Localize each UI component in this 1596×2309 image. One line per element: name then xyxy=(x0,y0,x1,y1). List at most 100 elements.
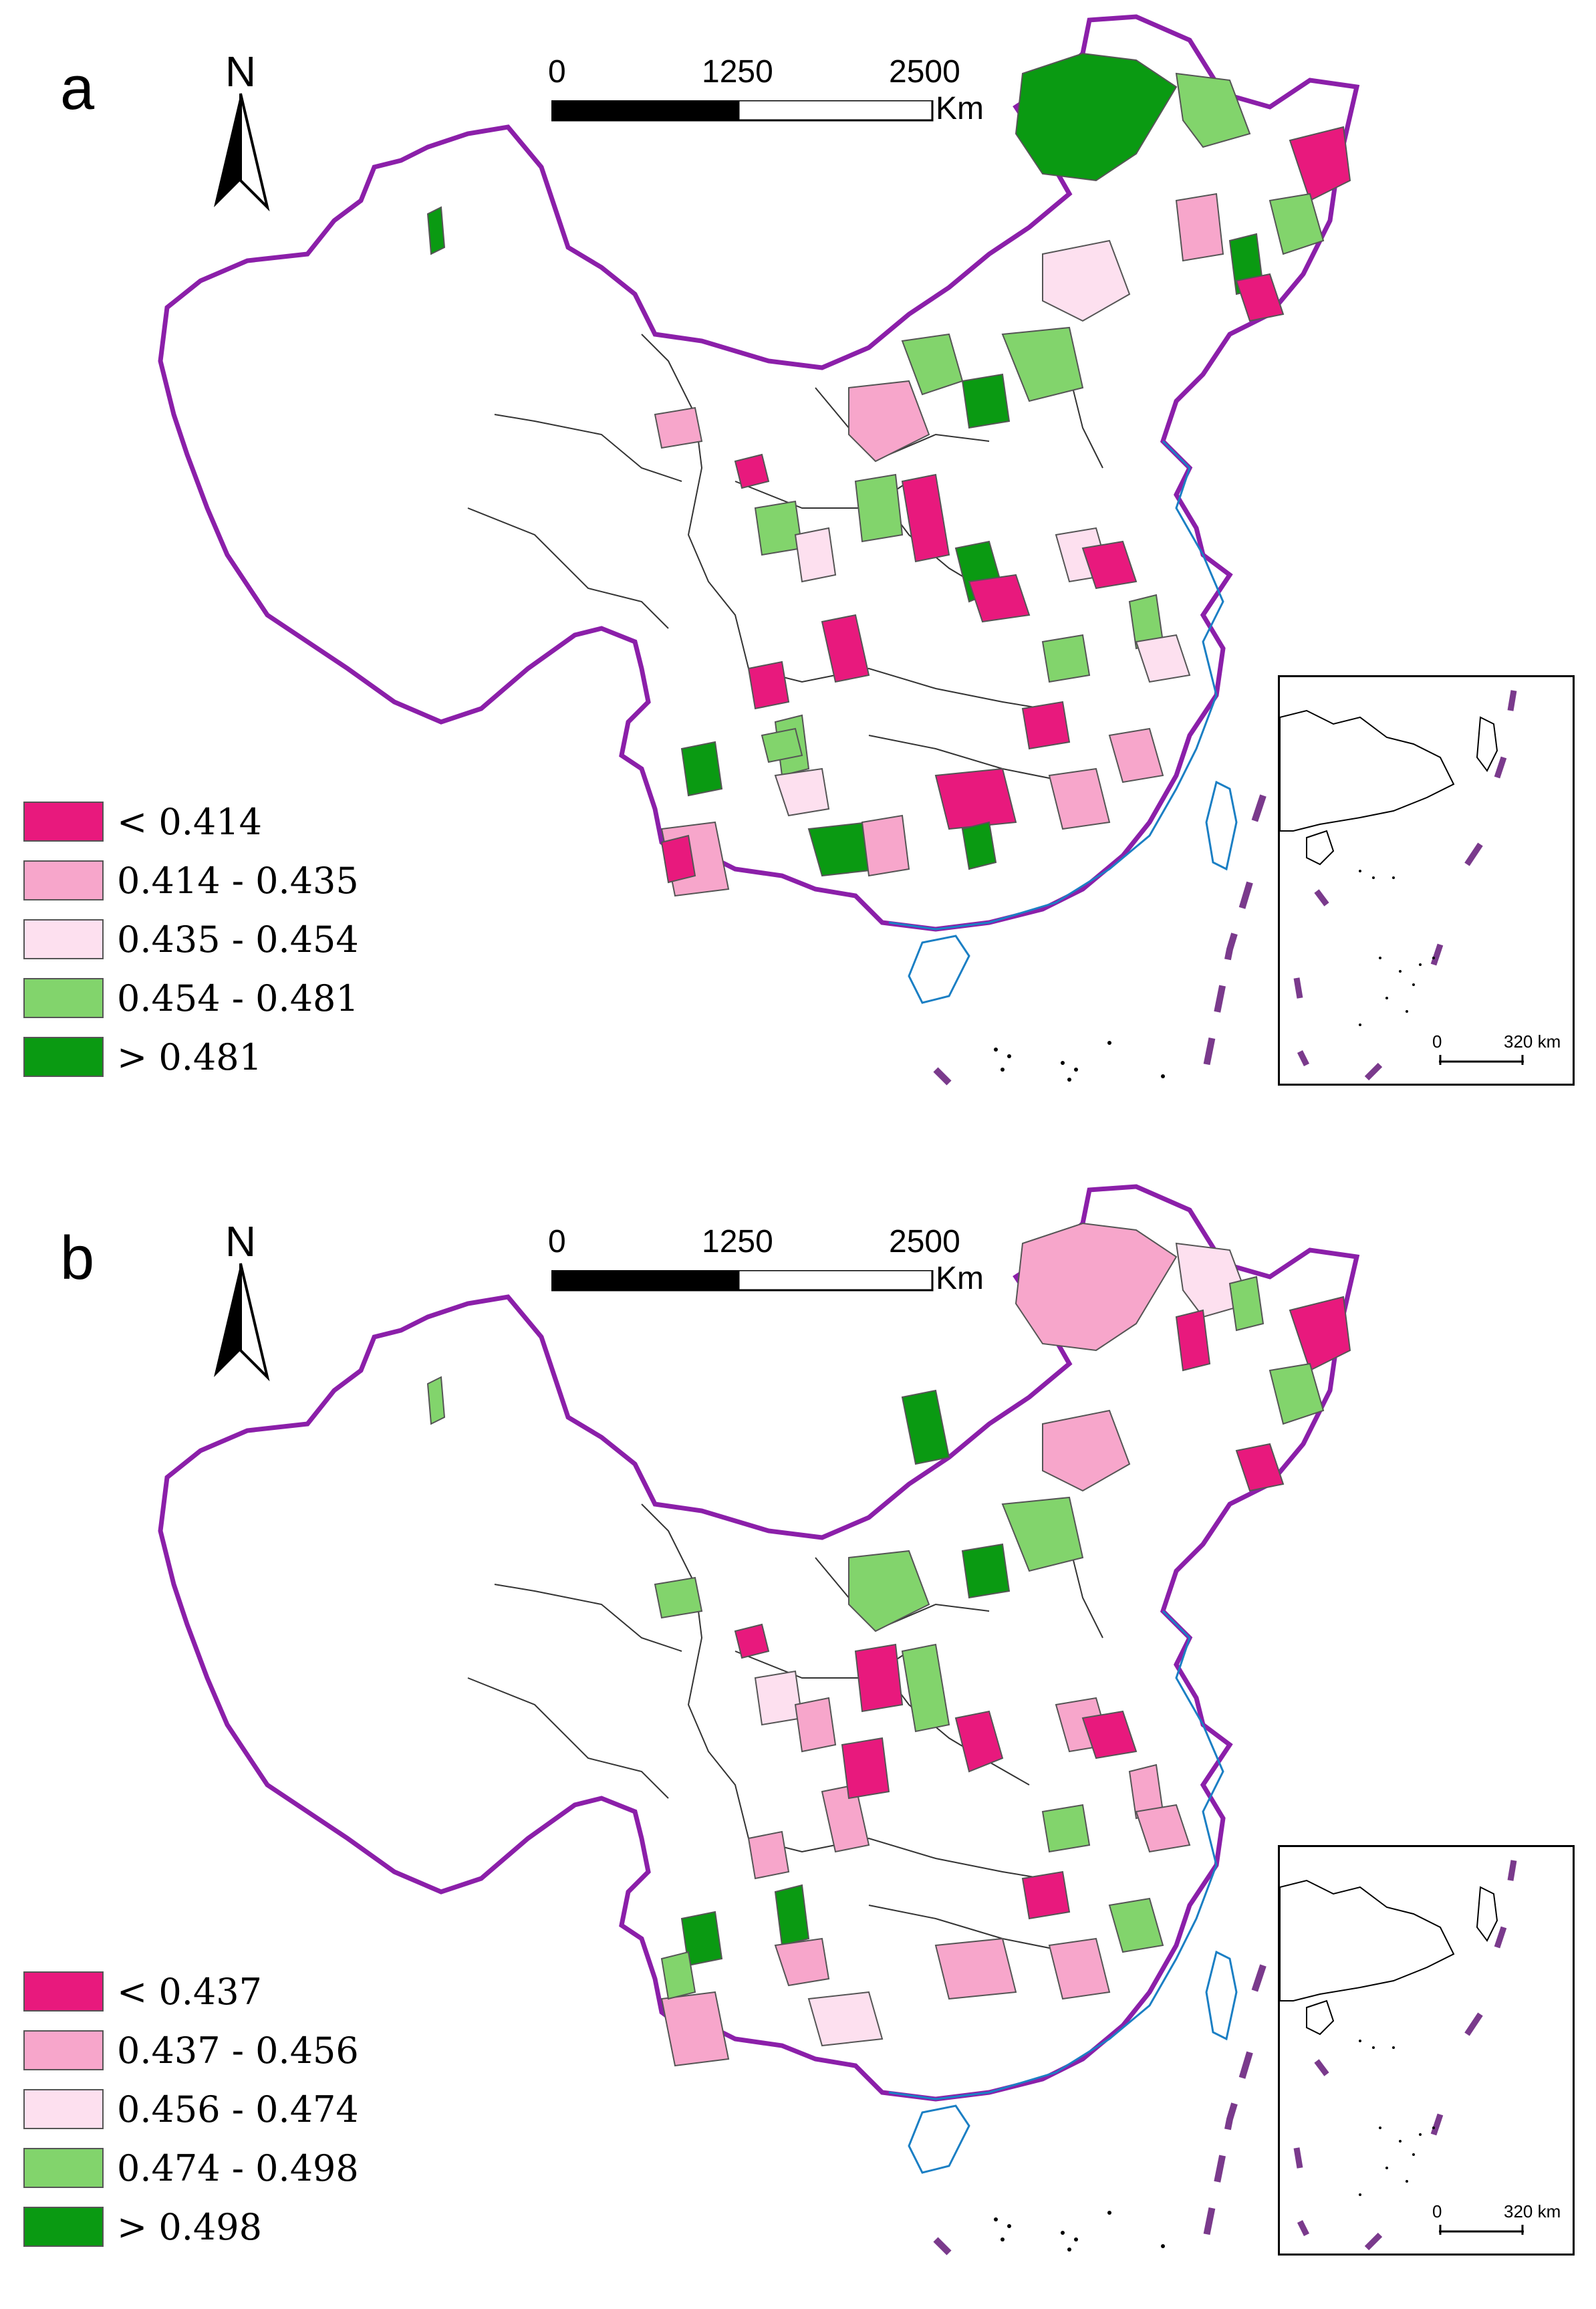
region xyxy=(821,614,870,683)
region xyxy=(747,1830,790,1880)
legend-label: > 0.498 xyxy=(117,2206,263,2248)
scale-tick-0: 0 xyxy=(548,1224,566,1259)
legend-label: 0.437 - 0.456 xyxy=(117,2030,359,2072)
region xyxy=(754,1670,803,1726)
inset-scale-tick-1: 320 km xyxy=(1504,2201,1561,2221)
region xyxy=(1042,239,1131,322)
taiwan-island xyxy=(1205,780,1238,871)
legend-swatch xyxy=(23,978,104,1018)
scale-tick-1: 1250 xyxy=(702,54,773,90)
choropleth-regions xyxy=(426,1222,1351,2067)
region xyxy=(1175,193,1224,262)
region xyxy=(747,660,790,710)
coastline xyxy=(888,440,1224,931)
legend-swatch xyxy=(23,802,104,842)
scale-tick-0: 0 xyxy=(548,54,566,90)
region xyxy=(660,1991,730,2067)
region xyxy=(660,834,696,884)
china-map-a xyxy=(158,14,1360,1086)
coastline xyxy=(888,1610,1224,2100)
legend-swatch xyxy=(23,1037,104,1077)
region xyxy=(1015,1222,1178,1352)
region xyxy=(901,1643,950,1733)
region xyxy=(774,1937,830,1987)
region xyxy=(1108,1897,1164,1953)
region xyxy=(1235,273,1285,322)
scale-bar-graphic xyxy=(551,100,934,122)
legend-label: 0.435 - 0.454 xyxy=(117,919,359,961)
region xyxy=(961,373,1011,429)
nine-dash-line xyxy=(933,794,1267,1086)
legend-item: 0.474 - 0.498 xyxy=(23,2145,451,2204)
legend-item: 0.454 - 0.481 xyxy=(23,975,451,1034)
taiwan-island xyxy=(1205,1950,1238,2041)
region xyxy=(821,1784,870,1853)
region xyxy=(1081,1710,1138,1759)
region xyxy=(680,1911,723,1967)
region xyxy=(854,1643,904,1713)
region xyxy=(794,1697,837,1753)
north-arrow-icon xyxy=(214,93,270,212)
region xyxy=(1048,767,1111,830)
region xyxy=(1021,701,1071,750)
legend-label: 0.474 - 0.498 xyxy=(117,2147,359,2189)
island-dots xyxy=(994,2211,1165,2252)
legend-item: < 0.437 xyxy=(23,1969,451,2028)
scale-unit: Km xyxy=(936,1261,984,1296)
scale-bar: 0 1250 2500 Km xyxy=(548,1223,1016,1304)
region xyxy=(774,767,830,817)
region xyxy=(1048,1937,1111,2000)
china-map-b xyxy=(158,1184,1360,2256)
scale-bar: 0 1250 2500 Km xyxy=(548,53,1016,134)
scale-bar-graphic xyxy=(551,1270,934,1292)
legend-item: > 0.481 xyxy=(23,1034,451,1093)
island-dots xyxy=(994,1041,1165,1082)
region xyxy=(1269,1362,1325,1425)
region xyxy=(954,1710,1004,1773)
north-arrow-icon xyxy=(214,1263,270,1382)
region xyxy=(1175,72,1251,148)
legend-swatch xyxy=(23,2089,104,2129)
north-arrow: N xyxy=(194,47,287,221)
region xyxy=(734,1623,770,1659)
legend-swatch xyxy=(23,860,104,900)
scale-tick-1: 1250 xyxy=(702,1224,773,1259)
scale-tick-2: 2500 xyxy=(889,1224,960,1259)
region xyxy=(1289,126,1351,202)
region xyxy=(1228,1275,1265,1332)
region xyxy=(1235,1443,1285,1492)
legend-label: < 0.437 xyxy=(117,1971,263,2013)
hainan-island xyxy=(908,935,970,1004)
region xyxy=(426,206,446,255)
inset-scale-tick-0: 0 xyxy=(1432,2201,1442,2221)
region xyxy=(901,473,950,563)
inset-map xyxy=(1280,1860,1524,2251)
legend-item: 0.435 - 0.454 xyxy=(23,917,451,975)
map-panel-a: a N 0 1250 2500 Km < 0.414 0.414 - 0.435… xyxy=(0,0,1596,1139)
region xyxy=(934,1937,1017,2000)
north-label: N xyxy=(225,1217,257,1265)
legend-swatch xyxy=(23,919,104,959)
region xyxy=(807,1991,884,2047)
region xyxy=(961,821,997,870)
region xyxy=(1135,634,1191,683)
legend: < 0.414 0.414 - 0.435 0.435 - 0.454 0.45… xyxy=(23,799,451,1093)
region xyxy=(680,741,723,797)
region xyxy=(660,1951,696,2000)
region xyxy=(934,767,1017,830)
scale-unit: Km xyxy=(936,91,984,126)
choropleth-regions xyxy=(426,52,1351,897)
region xyxy=(1081,540,1138,590)
region xyxy=(1269,193,1325,255)
legend-label: 0.456 - 0.474 xyxy=(117,2088,359,2131)
south-china-sea-inset: 0 320 km xyxy=(1278,675,1575,1086)
region xyxy=(774,1884,810,1947)
region xyxy=(1042,1409,1131,1492)
region xyxy=(654,406,703,449)
nine-dash-line xyxy=(933,1964,1267,2256)
legend-label: < 0.414 xyxy=(117,801,263,843)
legend-swatch xyxy=(23,2207,104,2247)
map-panel-b: b N 0 1250 2500 Km < 0.437 0.437 - 0.456… xyxy=(0,1170,1596,2309)
legend-item: 0.456 - 0.474 xyxy=(23,2086,451,2145)
inset-scale-tick-1: 320 km xyxy=(1504,1031,1561,1052)
